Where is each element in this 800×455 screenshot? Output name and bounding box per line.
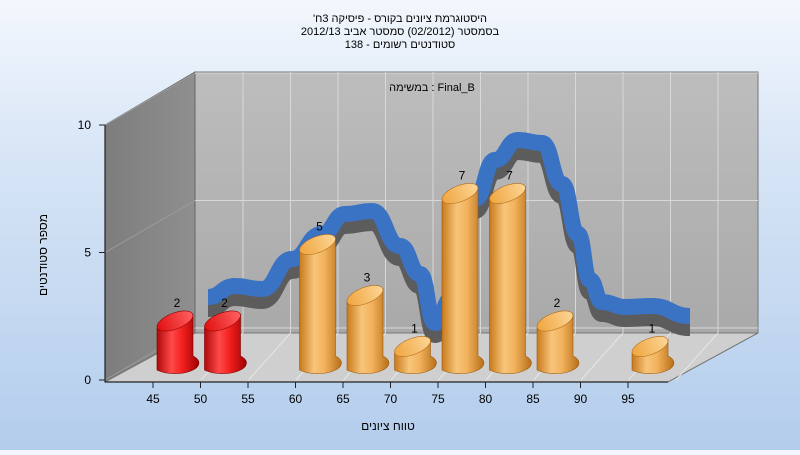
bar-cap — [441, 183, 479, 204]
bar-80: 7 — [489, 169, 532, 374]
floor-grid-line-x-95 — [675, 332, 719, 381]
x-tick-label: 80 — [479, 392, 493, 406]
x-tick-label: 90 — [574, 392, 588, 406]
chart-title-line-3: סטודנטים רשומים - 138 — [345, 39, 456, 51]
bar-45: 2 — [156, 296, 200, 374]
bar-value-label: 5 — [316, 220, 323, 234]
bar-body — [441, 186, 485, 374]
bar-body — [346, 288, 390, 374]
x-tick-label: 50 — [194, 392, 208, 406]
wall-grid-line-y-10 — [104, 72, 196, 126]
y-tick-label: 0 — [84, 373, 91, 387]
y-axis-label: מספר סטודנטים — [36, 214, 50, 296]
x-tick-label: 65 — [336, 392, 350, 406]
bar-value-label: 7 — [459, 169, 466, 183]
bar-value-label: 1 — [649, 322, 656, 336]
bar-value-label: 7 — [506, 169, 513, 183]
bar-65: 3 — [346, 271, 390, 374]
bar-85: 2 — [536, 296, 580, 374]
wall-grid-line-y-5 — [104, 200, 196, 253]
bar-cap — [204, 310, 241, 332]
bar-cap — [536, 310, 574, 332]
chart-title-line-1: היסטוגרמת ציונים בקורס - פיסיקה 3ח' — [313, 13, 487, 25]
bar-value-label: 2 — [554, 296, 561, 310]
y-tick-label: 5 — [84, 246, 91, 260]
y-tick-label: 10 — [78, 118, 92, 132]
x-tick-label: 45 — [146, 392, 160, 406]
bar-95: 1 — [631, 322, 675, 374]
bars: 2 2 5 3 1 7 7 2 1 — [156, 169, 675, 374]
x-tick-label: 85 — [526, 392, 540, 406]
bar-cap — [394, 336, 431, 357]
bar-value-label: 2 — [221, 296, 228, 310]
x-tick-label: 75 — [431, 392, 445, 406]
chart-title-line-2: בסמסטר (02/2012) סמסטר אביב 2012/13 — [301, 26, 500, 38]
bar-cap — [156, 310, 194, 332]
bar-value-label: 1 — [411, 322, 418, 336]
bar-body — [489, 186, 532, 374]
bar-body — [299, 237, 342, 374]
bar-75: 7 — [441, 169, 485, 374]
bar-value-label: 3 — [364, 271, 371, 285]
bar-value-label: 2 — [174, 296, 181, 310]
bar-50: 2 — [204, 296, 247, 374]
floor-grid-line-x-50 — [248, 332, 291, 381]
bar-70: 1 — [394, 322, 437, 374]
floor-grid-line-x-85 — [580, 332, 624, 381]
x-tick-label: 60 — [289, 392, 303, 406]
bar-60: 5 — [299, 220, 342, 374]
x-axis-label: טווח ציונים — [361, 419, 415, 433]
x-tick-label: 55 — [241, 392, 255, 406]
bar-cap — [489, 183, 526, 204]
x-tick-label: 95 — [621, 392, 635, 406]
bar-cap — [299, 234, 336, 255]
bar-cap — [346, 285, 384, 306]
bar-cap — [631, 336, 669, 357]
chart-subtitle: במשימה : Final_B — [389, 82, 475, 94]
x-tick-label: 70 — [384, 392, 398, 406]
